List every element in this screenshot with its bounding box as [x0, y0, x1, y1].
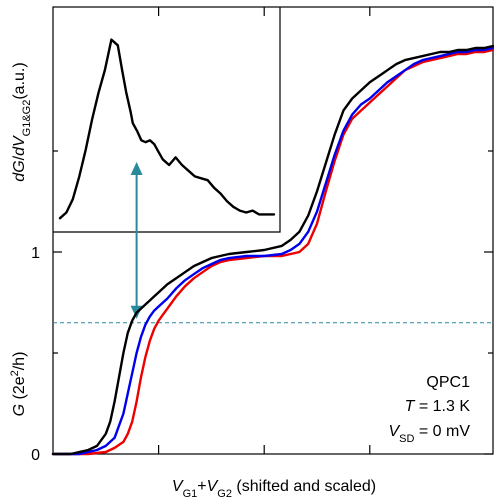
inset-label-rest: (a.u.) [11, 62, 28, 99]
inset-series-line-0 [58, 38, 276, 220]
inset-label-i2: dV [11, 135, 28, 156]
inset-y-axis-label: dG/dVG1&G2(a.u.) [11, 62, 33, 181]
annotation-v-sub: SD [399, 433, 414, 445]
annotation-t-value: = 1.3 K [414, 398, 470, 415]
y-label-italic: G [11, 404, 28, 416]
y-label-end: /h) [11, 352, 28, 371]
x-label-v1: V [172, 478, 184, 495]
inset-label-sub: G1&G2 [21, 100, 33, 137]
x-label-sub1: G1 [183, 488, 198, 498]
annotation-t: T [405, 398, 416, 415]
arrow-head-up [130, 162, 143, 175]
inset-label-s1: / [11, 155, 28, 160]
x-label-rest: (shifted and scaled) [232, 478, 376, 495]
annotation-line-2: T = 1.3 K [405, 398, 471, 415]
series-line-1 [51, 46, 494, 456]
inset-label-i1: dG [11, 160, 28, 181]
inset-layer [58, 38, 276, 220]
y-label-sup: 2 [9, 370, 21, 376]
main-plot-frame [52, 6, 494, 455]
y-tick-label-1: 1 [31, 245, 40, 262]
annotation-line-1: QPC1 [426, 374, 470, 391]
x-label-sub2: G2 [217, 488, 232, 498]
y-label-rest: (2e [11, 376, 28, 404]
annotation-v-value: = 0 mV [414, 423, 470, 440]
series-line-0 [51, 44, 494, 456]
annotation-line-3: VSD = 0 mV [388, 423, 470, 445]
series-layer [51, 44, 494, 456]
inset-frame [53, 7, 281, 233]
x-axis-label: VG1+VG2 (shifted and scaled) [172, 478, 376, 498]
annotation-v: V [388, 423, 400, 440]
x-label-plus: + [197, 478, 206, 495]
y-tick-label-0: 0 [31, 447, 40, 464]
series-line-2 [51, 48, 494, 456]
main-y-axis-label: G (2e2/h) [9, 352, 28, 417]
x-label-v2: V [207, 478, 219, 495]
